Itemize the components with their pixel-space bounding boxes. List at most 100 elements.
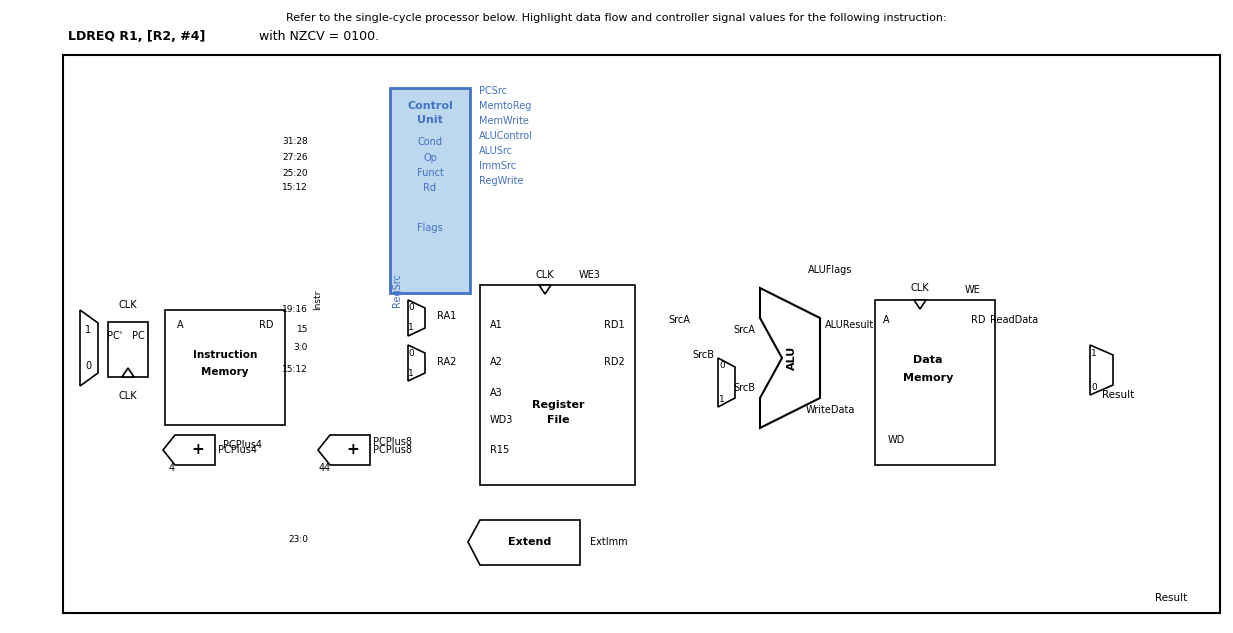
Text: with NZCV = 0100.: with NZCV = 0100. bbox=[255, 30, 379, 42]
Polygon shape bbox=[408, 345, 425, 381]
Text: CLK: CLK bbox=[535, 270, 555, 280]
Text: SrcA: SrcA bbox=[668, 315, 690, 325]
Text: File: File bbox=[546, 415, 570, 425]
Text: ALU: ALU bbox=[787, 346, 797, 370]
Text: LDREQ R1, [R2, #4]: LDREQ R1, [R2, #4] bbox=[68, 30, 206, 42]
Text: 0: 0 bbox=[719, 361, 725, 370]
Text: 19:16: 19:16 bbox=[282, 306, 308, 315]
Text: ALUResult: ALUResult bbox=[825, 320, 874, 330]
Text: Extend: Extend bbox=[508, 537, 551, 547]
Polygon shape bbox=[718, 358, 735, 407]
Text: R15: R15 bbox=[490, 445, 509, 455]
Text: Rd: Rd bbox=[423, 183, 436, 193]
Text: A3: A3 bbox=[490, 388, 503, 398]
Text: Register: Register bbox=[531, 400, 584, 410]
Text: SrcB: SrcB bbox=[692, 350, 714, 360]
Text: WE: WE bbox=[965, 285, 980, 295]
Polygon shape bbox=[914, 300, 926, 309]
Text: MemWrite: MemWrite bbox=[478, 116, 529, 126]
Bar bbox=[165, 310, 285, 425]
Text: A1: A1 bbox=[490, 320, 503, 330]
Text: WD: WD bbox=[888, 435, 905, 445]
Polygon shape bbox=[539, 285, 551, 294]
Text: 27:26: 27:26 bbox=[282, 153, 308, 163]
Text: Data: Data bbox=[914, 355, 943, 365]
Text: SrcB: SrcB bbox=[732, 383, 755, 393]
Text: 1: 1 bbox=[85, 325, 91, 335]
Text: 4: 4 bbox=[324, 463, 330, 473]
Text: Instr: Instr bbox=[313, 290, 323, 310]
Text: 0: 0 bbox=[1091, 382, 1097, 391]
Text: RA2: RA2 bbox=[436, 357, 456, 367]
Polygon shape bbox=[80, 310, 97, 386]
Text: A2: A2 bbox=[490, 357, 503, 367]
Text: WriteData: WriteData bbox=[805, 405, 854, 415]
Text: ALUFlags: ALUFlags bbox=[808, 265, 852, 275]
Text: PCSrc: PCSrc bbox=[478, 86, 507, 96]
Text: RegWrite: RegWrite bbox=[478, 176, 524, 186]
Text: Result: Result bbox=[1155, 593, 1187, 603]
Polygon shape bbox=[163, 435, 215, 465]
Polygon shape bbox=[408, 300, 425, 336]
Text: Result: Result bbox=[1102, 390, 1134, 400]
Text: Instruction: Instruction bbox=[192, 350, 258, 360]
Text: PCPlus4: PCPlus4 bbox=[222, 440, 261, 450]
Text: 15:12: 15:12 bbox=[282, 184, 308, 192]
Text: PCPlus8: PCPlus8 bbox=[374, 437, 412, 447]
Text: 0: 0 bbox=[85, 361, 91, 371]
Text: 1: 1 bbox=[408, 323, 414, 332]
Text: 3:0: 3:0 bbox=[293, 344, 308, 353]
Polygon shape bbox=[318, 435, 370, 465]
Text: PC': PC' bbox=[107, 331, 122, 341]
Text: SrcA: SrcA bbox=[734, 325, 755, 335]
Text: Unit: Unit bbox=[417, 115, 443, 125]
Text: Memory: Memory bbox=[903, 373, 953, 383]
Text: CLK: CLK bbox=[118, 300, 137, 310]
Text: 15:12: 15:12 bbox=[282, 365, 308, 375]
Text: Memory: Memory bbox=[201, 367, 249, 377]
Text: ALUControl: ALUControl bbox=[478, 131, 533, 141]
Text: RD1: RD1 bbox=[604, 320, 625, 330]
Text: Funct: Funct bbox=[417, 168, 444, 178]
Text: +: + bbox=[346, 442, 359, 458]
Text: ReadData: ReadData bbox=[990, 315, 1038, 325]
Text: 25:20: 25:20 bbox=[282, 168, 308, 177]
Text: Cond: Cond bbox=[418, 137, 443, 147]
Text: CLK: CLK bbox=[911, 283, 930, 293]
Text: WE3: WE3 bbox=[580, 270, 600, 280]
Text: A: A bbox=[178, 320, 184, 330]
Polygon shape bbox=[469, 520, 580, 565]
Text: 0: 0 bbox=[408, 349, 414, 358]
Text: ExtImm: ExtImm bbox=[591, 537, 628, 547]
Text: RD2: RD2 bbox=[604, 357, 625, 367]
Text: RA1: RA1 bbox=[436, 311, 456, 321]
Text: Control: Control bbox=[407, 101, 453, 111]
Text: RD: RD bbox=[970, 315, 985, 325]
Text: 0: 0 bbox=[408, 303, 414, 313]
Text: 1: 1 bbox=[1091, 349, 1097, 358]
Text: PCPlus8: PCPlus8 bbox=[374, 445, 412, 455]
Text: 1: 1 bbox=[408, 368, 414, 377]
Text: RegSrc: RegSrc bbox=[392, 273, 402, 307]
Text: PC: PC bbox=[132, 331, 144, 341]
Text: CLK: CLK bbox=[118, 391, 137, 401]
Text: ALUSrc: ALUSrc bbox=[478, 146, 513, 156]
Text: 4: 4 bbox=[169, 463, 175, 473]
Text: 1: 1 bbox=[719, 394, 725, 403]
Text: 23:0: 23:0 bbox=[289, 536, 308, 544]
Text: ImmSrc: ImmSrc bbox=[478, 161, 517, 171]
Bar bbox=[109, 322, 148, 377]
Text: RD: RD bbox=[259, 320, 272, 330]
Text: MemtoReg: MemtoReg bbox=[478, 101, 531, 111]
Text: Refer to the single-cycle processor below. Highlight data flow and controller si: Refer to the single-cycle processor belo… bbox=[286, 13, 946, 23]
Bar bbox=[480, 285, 635, 485]
Polygon shape bbox=[122, 368, 134, 377]
Polygon shape bbox=[760, 288, 820, 428]
Text: PCPlus4: PCPlus4 bbox=[218, 445, 256, 455]
Bar bbox=[875, 300, 995, 465]
Polygon shape bbox=[1090, 345, 1113, 395]
Text: Flags: Flags bbox=[417, 223, 443, 233]
Text: +: + bbox=[191, 442, 205, 458]
Text: Op: Op bbox=[423, 153, 436, 163]
Text: A: A bbox=[883, 315, 890, 325]
